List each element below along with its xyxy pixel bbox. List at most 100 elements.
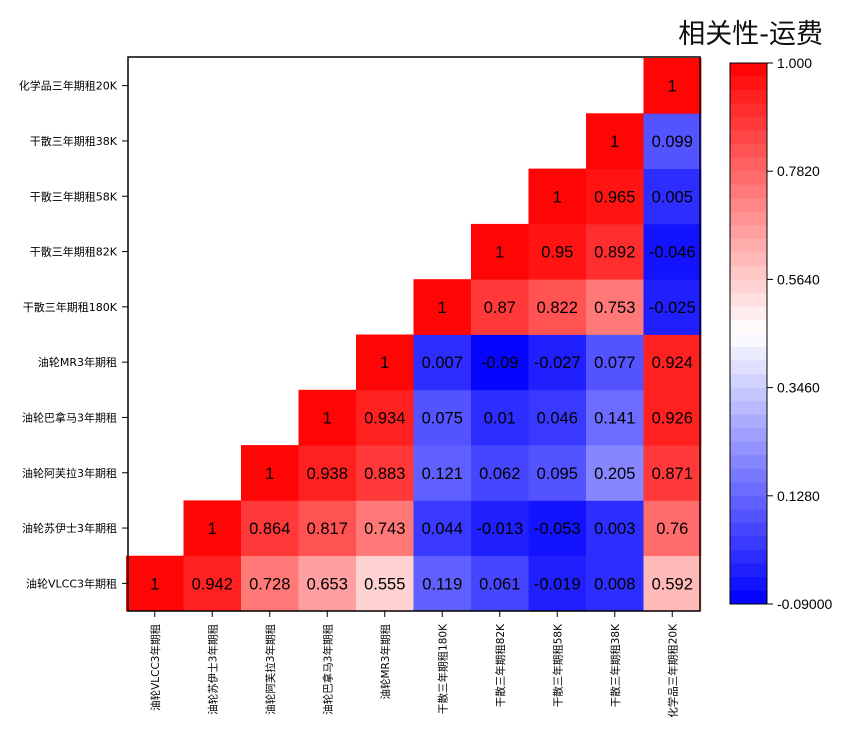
y-axis-tick-label: 油轮阿芙拉3年期租: [22, 466, 117, 480]
colorbar-segment: [730, 374, 767, 388]
heatmap-cell: [643, 555, 702, 612]
heatmap-cell-label: 1: [495, 244, 504, 262]
x-axis: 油轮VLCC3年期租 油轮苏伊士3年期租 油轮阿芙拉3年期租 油轮巴拿马3年期租 油轮M…: [149, 611, 679, 718]
heatmap-cell: [586, 334, 644, 391]
heatmap-cell-label: -0.013: [476, 520, 523, 538]
heatmap-cell: [528, 279, 587, 335]
y-axis-tick-label: 干散三年期租58K: [30, 189, 118, 203]
heatmap-cell: [471, 445, 529, 501]
heatmap-cell-label: 0.008: [594, 575, 635, 593]
heatmap-cell-label: 0.592: [652, 575, 693, 593]
x-axis-tick-label: 油轮阿芙拉3年期租: [264, 624, 277, 715]
heatmap-cell: [241, 445, 299, 501]
x-axis-tick-label: 干散三年期租180K: [436, 623, 449, 714]
heatmap-cell-label: 0.555: [364, 575, 405, 593]
heatmap-cell: [356, 334, 414, 391]
heatmap-cell-label: 1: [668, 78, 677, 96]
colorbar-segment: [730, 211, 767, 226]
heatmap-cell-label: 0.044: [422, 520, 463, 538]
colorbar-segment: [730, 482, 767, 497]
heatmap-cell: [298, 389, 357, 446]
heatmap-cell: [183, 500, 242, 557]
colorbar-segment: [730, 144, 767, 158]
colorbar-segment: [730, 184, 767, 199]
x-axis-tick-label: 化学品三年期租20K: [666, 623, 679, 718]
heatmap-cell-label: 0.046: [537, 409, 578, 427]
colorbar-segment: [730, 306, 767, 321]
y-axis-tick-label: 干散三年期租38K: [30, 134, 118, 148]
heatmap-cell: [298, 445, 357, 501]
colorbar-segment: [730, 319, 767, 334]
y-axis-tick-label: 油轮VLCC3年期租: [26, 576, 117, 590]
heatmap-cell: [356, 445, 414, 501]
colorbar-segment: [730, 509, 767, 524]
heatmap-cell: [586, 113, 644, 169]
colorbar-segment: [730, 455, 767, 470]
heatmap-cell-label: 0.062: [479, 465, 520, 483]
heatmap-cell-label: 0.892: [594, 244, 635, 262]
heatmap-cell: [241, 555, 299, 612]
heatmap-cell-label: 1: [380, 354, 389, 372]
colorbar-frame: [729, 62, 768, 605]
colorbar-tick-label: 1.000: [777, 55, 812, 71]
y-axis-tick-label: 油轮苏伊士3年期租: [22, 521, 117, 535]
colorbar-segment: [730, 76, 767, 91]
heatmap-cell: [471, 334, 529, 391]
heatmap-cell: [643, 113, 702, 169]
heatmap-cell: [413, 445, 472, 501]
colorbar-segment: [730, 441, 767, 456]
colorbar-segment: [730, 157, 767, 172]
heatmap-cell-label: 0.003: [594, 520, 635, 538]
heatmap-cell-label: 0.76: [656, 520, 688, 538]
colorbar-segment: [730, 414, 767, 429]
heatmap-cell: [643, 279, 702, 335]
heatmap-cell-label: 1: [265, 465, 274, 483]
heatmap-cell: [586, 223, 644, 280]
colorbar-tick-label: 0.1280: [777, 488, 820, 504]
colorbar-segment: [730, 468, 767, 483]
chart-title: 相关性-运费: [678, 19, 823, 50]
heatmap-cell-label: 1: [150, 575, 159, 593]
y-axis-tick-label: 油轮MR3年期租: [38, 355, 117, 369]
colorbar-segment: [730, 495, 767, 510]
heatmap-cell-label: 0.121: [422, 465, 463, 483]
heatmap-cell-label: 0.938: [307, 465, 348, 483]
heatmap-cell-label: 0.87: [484, 299, 516, 317]
heatmap-cell-label: 0.061: [479, 575, 520, 593]
colorbar-segment: [730, 360, 767, 375]
colorbar-segment: [730, 252, 767, 267]
heatmap-cell-label: 0.01: [484, 409, 516, 427]
heatmap-cell: [586, 279, 644, 335]
heatmap-cell-label: 0.817: [307, 520, 348, 538]
x-axis-tick-label: 油轮巴拿马3年期租: [321, 624, 334, 715]
colorbar-segment: [730, 536, 767, 551]
heatmap-cell-label: 0.864: [249, 520, 290, 538]
heatmap-cell: [471, 279, 529, 335]
heatmap-cell-label: 1: [208, 520, 217, 538]
heatmap-cell-label: 1: [610, 133, 619, 151]
x-axis-tick-label: 干散三年期租82K: [494, 623, 507, 707]
heatmap-cell-label: 0.934: [364, 409, 405, 427]
colorbar-segment: [730, 563, 767, 578]
heatmap-cell: [183, 555, 242, 612]
heatmap-cell: [643, 58, 702, 114]
y-axis-tick-label: 干散三年期租180K: [23, 300, 118, 314]
colorbar-segment: [730, 90, 767, 104]
y-axis-tick-label: 化学品三年期租20K: [19, 79, 118, 93]
heatmap-cell-labels: 1 0.942 0.728 0.653 0.555 0.119 0.061 -0.019 0.0…: [150, 78, 695, 594]
heatmap-cell: [241, 500, 299, 557]
x-axis-tick-label: 油轮VLCC3年期租: [149, 624, 162, 711]
heatmap-cell-label: 1: [553, 188, 562, 206]
heatmap-cell: [643, 334, 702, 391]
heatmap-cell-label: 0.753: [594, 299, 635, 317]
heatmap-cell-label: 0.005: [652, 188, 693, 206]
colorbar-tick-label: 0.3460: [777, 380, 820, 396]
colorbar-segment: [730, 347, 767, 361]
heatmap-cell-label: 0.942: [192, 575, 233, 593]
heatmap-cell: [471, 223, 529, 280]
heatmap-cell: [471, 500, 529, 557]
heatmap-cell-label: 0.095: [537, 465, 578, 483]
heatmap-cell-label: -0.053: [534, 520, 581, 538]
colorbar-segment: [730, 63, 767, 77]
heatmap-cell-label: 0.95: [541, 244, 573, 262]
